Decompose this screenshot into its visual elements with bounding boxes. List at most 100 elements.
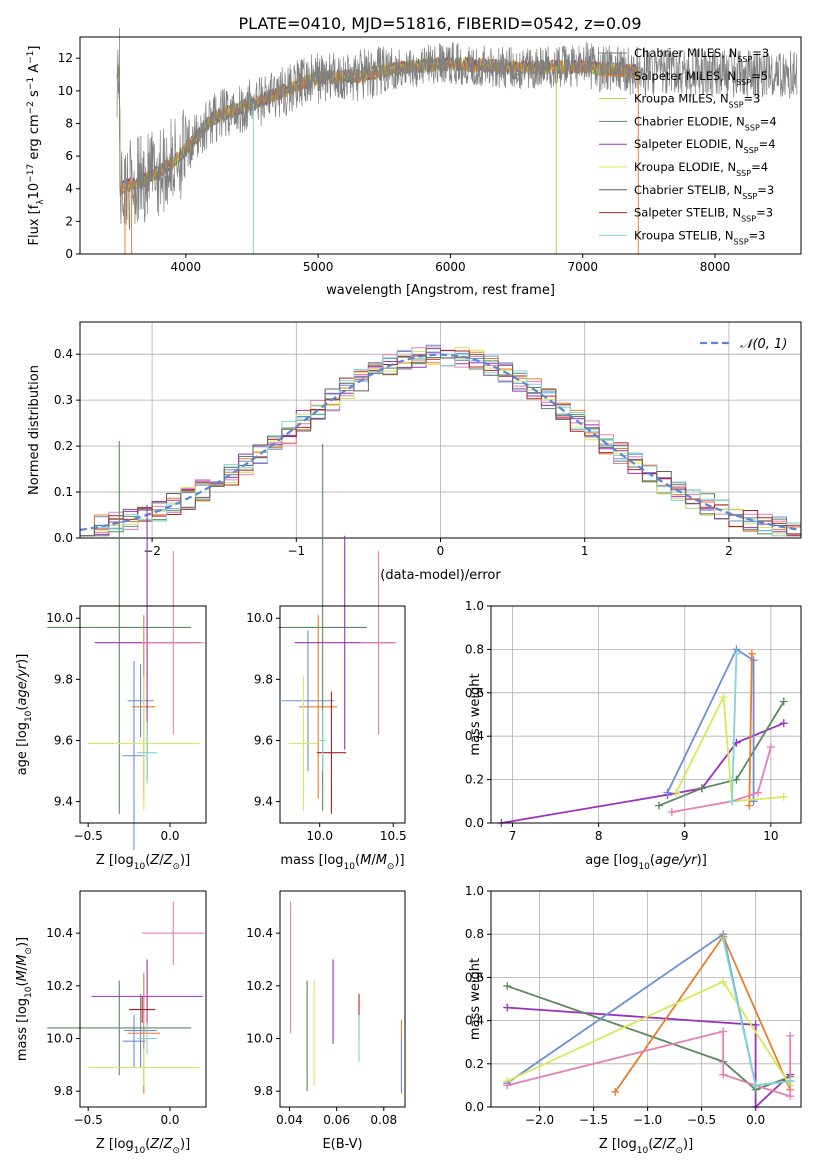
age-vs-mass-panel: 10.0 10.5 9.4 9.6 9.8 10.0 mass [log10(M/M⊙)] xyxy=(246,444,407,872)
mass-weight-marker xyxy=(719,1070,728,1079)
y-tick-label: 0.2 xyxy=(465,1057,484,1071)
mass-weight-line xyxy=(506,1030,792,1098)
y-tick-label: 10.0 xyxy=(246,611,273,625)
x-tick-label: 10.0 xyxy=(306,829,333,843)
y-tick-label: 0 xyxy=(65,247,73,261)
x-axis-label: wavelength [Angstrom, rest frame] xyxy=(326,283,555,298)
axes-frame xyxy=(279,890,406,1108)
mass-weight-marker xyxy=(611,1087,620,1096)
spectrum-panel: 4000 5000 6000 7000 8000 0 2 4 6 8 10 12 wavelength … xyxy=(26,27,802,298)
axes-frame xyxy=(79,36,802,255)
y-tick-label: 9.8 xyxy=(254,1084,273,1098)
mass-vs-ebv-panel: 0.04 0.06 0.08 9.8 10.0 10.2 10.4 E(B-V) xyxy=(246,890,406,1152)
axes-frame xyxy=(490,605,802,824)
legend-entry: Kroupa ELODIE, NSSP=4 xyxy=(634,160,768,178)
mass-weight-line xyxy=(666,648,755,802)
y-tick-label: 10.2 xyxy=(246,979,273,993)
mass-weight-line xyxy=(501,722,785,824)
legend-entry: Kroupa MILES, NSSP=3 xyxy=(634,92,760,110)
y-tick-label: 0.1 xyxy=(54,485,73,499)
x-tick-label: 10.5 xyxy=(380,829,407,843)
x-tick-label: 0.0 xyxy=(160,1113,179,1127)
y-tick-label: 0.4 xyxy=(54,347,73,361)
y-tick-label: 0.2 xyxy=(54,439,73,453)
x-tick-label: −2 xyxy=(143,544,161,558)
x-tick-label: 10 xyxy=(763,829,778,843)
x-tick-label: −0.5 xyxy=(74,829,103,843)
mass-weight-marker xyxy=(786,1031,795,1040)
y-tick-label: 0.2 xyxy=(465,773,484,787)
mass-weight-marker xyxy=(745,801,754,810)
x-tick-label: −0.5 xyxy=(74,1113,103,1127)
data-spectrum-line xyxy=(116,27,798,230)
mass-weight-marker xyxy=(747,649,756,658)
legend-entry: Salpeter STELIB, NSSP=3 xyxy=(634,206,773,224)
y-tick-label: 9.6 xyxy=(254,733,273,747)
mass-weight-marker xyxy=(719,693,728,702)
x-tick-label: −1.0 xyxy=(633,1113,662,1127)
mass-weight-line xyxy=(507,1006,791,1110)
x-axis-label: age [log10(age/yr)] xyxy=(585,853,707,872)
y-tick-label: 10.0 xyxy=(46,1032,73,1046)
y-tick-label: 10.4 xyxy=(246,926,273,940)
axes-frame xyxy=(79,321,802,539)
legend-entry: Kroupa STELIB, NSSP=3 xyxy=(634,228,765,246)
mass-weight-marker xyxy=(751,1081,760,1090)
mass-weight-marker xyxy=(728,797,737,806)
legend-entry: Chabrier ELODIE, NSSP=4 xyxy=(634,114,777,131)
y-tick-label: 10.4 xyxy=(46,926,73,940)
mass-weight-line xyxy=(748,653,753,806)
y-tick-label: 1.0 xyxy=(465,599,484,613)
y-tick-label: 0.8 xyxy=(465,927,484,941)
x-tick-label: 0.04 xyxy=(276,1113,303,1127)
x-axis-label: Z [log10(Z/Z⊙)] xyxy=(96,853,190,872)
x-tick-label: 8000 xyxy=(700,260,731,274)
y-axis-label: mass weight xyxy=(468,673,483,755)
axes-frame xyxy=(279,605,406,824)
mass-weight-marker xyxy=(719,934,728,943)
mass-weight-marker xyxy=(766,743,775,752)
mass-weight-marker xyxy=(779,719,788,728)
legend-entry: Salpeter MILES, NSSP=5 xyxy=(634,69,768,87)
y-tick-label: 1.0 xyxy=(465,884,484,898)
y-tick-label: 9.4 xyxy=(54,795,73,809)
spectrum-legend: Chabrier MILES, NSSP=3 Salpeter MILES, NS… xyxy=(599,46,777,246)
x-axis-label: (data-model)/error xyxy=(380,568,501,583)
normal-reference-curve xyxy=(79,353,802,531)
x-tick-label: 1 xyxy=(581,544,589,558)
mass-weight-vs-metallicity-panel: −2.0 −1.5 −1.0 −0.5 0.0 0.0 0.2 0.4 0.6 0.8 1.0 mas… xyxy=(465,884,802,1156)
x-tick-label: 9 xyxy=(681,829,689,843)
mass-weight-marker xyxy=(503,982,512,991)
mass-weight-line xyxy=(671,746,772,813)
mass-weight-marker xyxy=(667,808,676,817)
x-tick-label: 0.08 xyxy=(370,1113,397,1127)
residual-histogram-panel: −2 −1 0 1 2 0.0 0.1 0.2 0.3 0.4 (data-model)/error… xyxy=(27,321,802,583)
y-tick-label: 2 xyxy=(65,214,73,228)
mass-weight-marker xyxy=(732,775,741,784)
y-axis-label: age [log10(age/yr)] xyxy=(15,654,34,776)
x-tick-label: 7000 xyxy=(567,260,598,274)
legend-entry: Chabrier MILES, NSSP=3 xyxy=(634,46,769,64)
x-tick-label: 7 xyxy=(509,829,517,843)
y-tick-label: 10.0 xyxy=(46,611,73,625)
y-tick-label: 0.0 xyxy=(54,531,73,545)
y-tick-label: 6 xyxy=(65,149,73,163)
mass-weight-marker xyxy=(719,1027,728,1036)
y-tick-label: 0.4 xyxy=(465,1014,484,1028)
y-tick-label: 9.8 xyxy=(54,1084,73,1098)
mass-weight-marker xyxy=(503,1081,512,1090)
mass-weight-line xyxy=(506,980,791,1086)
mass-weight-vs-age-panel: 7 8 9 10 0.0 0.2 0.4 0.6 0.8 1.0 mass weight age [l… xyxy=(465,599,802,872)
y-tick-label: 0.6 xyxy=(465,686,484,700)
y-tick-label: 0.6 xyxy=(465,970,484,984)
x-tick-label: 0.0 xyxy=(746,1113,765,1127)
y-tick-label: 0.0 xyxy=(465,816,484,830)
y-tick-label: 0.0 xyxy=(465,1100,484,1114)
mass-weight-marker xyxy=(753,788,762,797)
y-axis-label: mass weight xyxy=(468,958,483,1040)
axes-frame xyxy=(79,605,207,824)
mass-weight-marker xyxy=(672,788,681,797)
figure-title: PLATE=0410, MJD=51816, FIBERID=0542, z=0… xyxy=(238,14,641,33)
y-tick-label: 10 xyxy=(58,84,73,98)
